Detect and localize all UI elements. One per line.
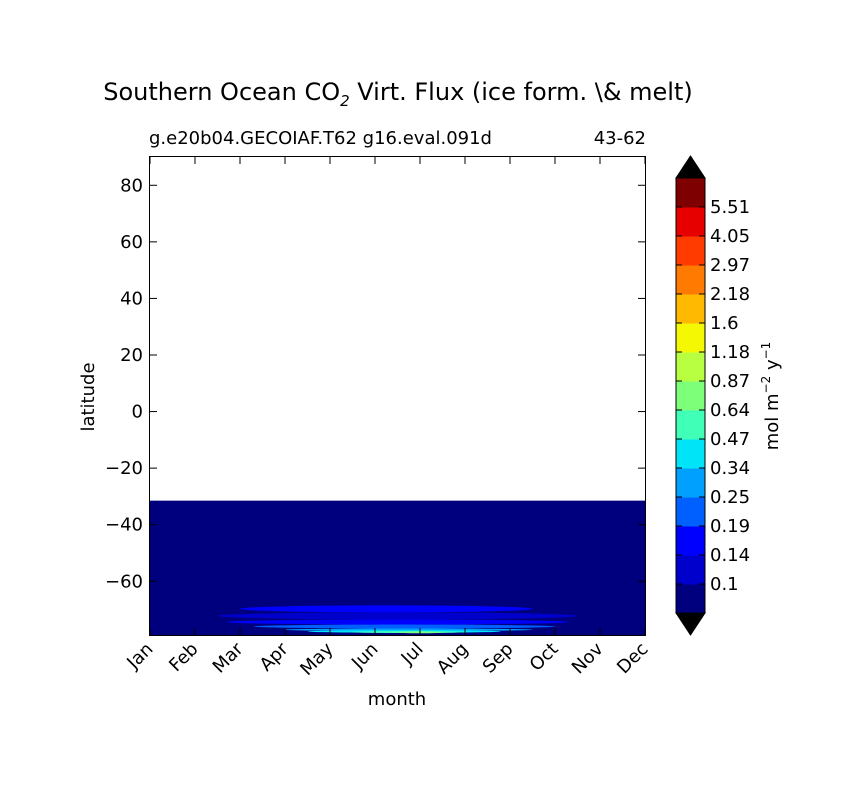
colorbar-label-exp2: −1 [759, 342, 773, 360]
contour-band-1 [217, 612, 578, 620]
y-tick-label: −60 [105, 571, 143, 592]
x-axis-label: month [368, 689, 426, 710]
colorbar-swatch [676, 207, 705, 237]
contour-band-0 [240, 605, 533, 613]
contour-band-3 [253, 624, 555, 629]
colorbar-tick-label: 0.1 [710, 574, 739, 595]
colorbar-swatch [676, 178, 705, 208]
colorbar-extend-low [675, 612, 706, 636]
y-tick-label: −20 [105, 458, 143, 479]
colorbar-swatch [676, 294, 705, 324]
colorbar-swatch [676, 381, 705, 411]
colorbar-tick-label: 0.64 [710, 400, 750, 421]
colorbar-swatch [676, 497, 705, 527]
subtitle-left: g.e20b04.GECOIAF.T62 g16.eval.091d [149, 128, 492, 149]
x-tick-label: Feb [165, 639, 202, 676]
colorbar-label-main: mol m [762, 393, 783, 450]
x-tick-label: Nov [568, 638, 608, 678]
colorbar-swatch [676, 265, 705, 295]
y-axis-label: latitude [78, 362, 99, 431]
colorbar-tick-label: 0.87 [710, 371, 750, 392]
x-tick-label: Jul [397, 639, 428, 670]
colorbar-tick-label: 0.19 [710, 516, 750, 537]
colorbar: 0.1 0.14 0.19 0.25 0.34 0.47 0.64 0.87 1.18 1.6 2.… [675, 155, 750, 636]
x-tick-label: Mar [209, 638, 248, 677]
chart-title: Southern Ocean CO2 Virt. Flux (ice form.… [103, 78, 693, 110]
colorbar-swatch [676, 584, 705, 614]
colorbar-swatch [676, 352, 705, 382]
y-tick-label: 60 [120, 232, 143, 253]
colorbar-tick-label: 1.18 [710, 342, 750, 363]
colorbar-swatch [676, 323, 705, 353]
y-tick-label: 80 [120, 175, 143, 196]
contour-band-4 [285, 628, 533, 632]
colorbar-frame [675, 177, 706, 614]
plot-area [150, 500, 645, 635]
colorbar-tick-label: 0.34 [710, 458, 750, 479]
colorbar-swatch [676, 236, 705, 266]
y-tick-label: 20 [120, 345, 143, 366]
y-axis: 80 60 40 20 0 −20 −40 −60 [105, 175, 645, 592]
y-tick-label: 0 [132, 402, 143, 423]
title-subscript: 2 [340, 92, 350, 110]
contour-band-2 [226, 619, 569, 625]
title-rest: Virt. Flux (ice form. \& melt) [350, 78, 693, 106]
colorbar-tick-label: 5.51 [710, 197, 750, 218]
colorbar-swatch [676, 439, 705, 469]
colorbar-label: mol m−2 y−1 [759, 342, 783, 451]
colorbar-tick-label: 0.14 [710, 545, 750, 566]
x-tick-label: Oct [526, 639, 563, 676]
x-tick-label: Jan [122, 639, 157, 674]
y-tick-label: −40 [105, 515, 143, 536]
colorbar-extend-high [675, 155, 706, 179]
x-tick-label: Aug [433, 639, 473, 679]
x-tick-label: Jun [347, 639, 382, 674]
x-tick-label: Sep [479, 639, 518, 678]
x-tick-label: May [296, 638, 337, 679]
colorbar-label-exp1: −2 [759, 376, 773, 394]
subtitle-right: 43-62 [594, 128, 646, 149]
plot-frame [149, 156, 646, 636]
x-tick-label: Dec [613, 639, 652, 678]
title-main: Southern Ocean CO [103, 78, 340, 106]
colorbar-tick-label: 1.6 [710, 313, 739, 334]
x-tick-label: Apr [256, 638, 293, 675]
colorbar-swatch [676, 555, 705, 585]
y-tick-label: 40 [120, 288, 143, 309]
colorbar-tick-label: 0.25 [710, 487, 750, 508]
colorbar-tick-label: 2.97 [710, 255, 750, 276]
colorbar-tick-label: 2.18 [710, 284, 750, 305]
colorbar-tick-label: 4.05 [710, 226, 750, 247]
colorbar-swatch [676, 526, 705, 556]
colorbar-label-mid: y [762, 359, 783, 376]
colorbar-swatch [676, 410, 705, 440]
colorbar-swatch [676, 468, 705, 498]
colorbar-tick-label: 0.47 [710, 429, 750, 450]
